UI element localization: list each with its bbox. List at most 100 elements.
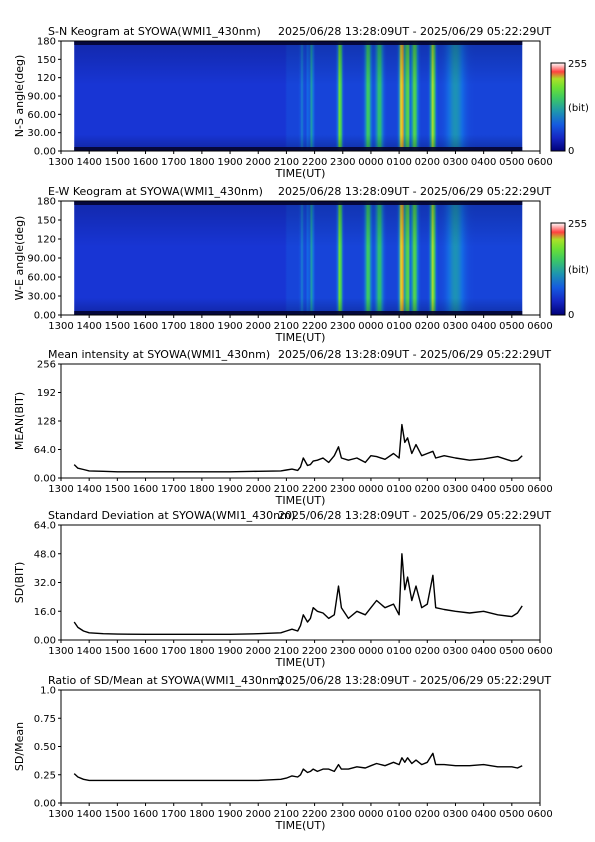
y-tick-label: 128 bbox=[37, 417, 56, 428]
panel-time-range: 2025/06/28 13:28:09UT - 2025/06/29 05:22… bbox=[278, 674, 551, 687]
x-tick-label: 0600 bbox=[527, 321, 552, 332]
x-tick-label: 0000 bbox=[358, 321, 383, 332]
panel-title: Ratio of SD/Mean at SYOWA(WMI1_430nm) bbox=[48, 674, 284, 687]
panel-title: Mean intensity at SYOWA(WMI1_430nm) bbox=[48, 348, 270, 361]
x-tick-label: 1400 bbox=[76, 646, 101, 657]
plot-frame bbox=[60, 524, 541, 641]
y-tick-label: 180 bbox=[37, 197, 56, 208]
plot-area bbox=[61, 364, 540, 478]
x-tick-label: 0000 bbox=[358, 484, 383, 495]
panel-time-range: 2025/06/28 13:28:09UT - 2025/06/29 05:22… bbox=[278, 509, 551, 522]
x-tick-label: 1700 bbox=[161, 321, 186, 332]
x-tick-label: 1300 bbox=[48, 484, 73, 495]
x-axis-label: TIME(UT) bbox=[275, 331, 326, 344]
x-tick-label: 1300 bbox=[48, 809, 73, 820]
colorbar-unit-label: (bit) bbox=[568, 103, 589, 114]
panel-time-range: 2025/06/28 13:28:09UT - 2025/06/29 05:22… bbox=[278, 348, 551, 361]
x-tick-label: 1900 bbox=[217, 646, 242, 657]
y-tick-label: 60.00 bbox=[27, 110, 56, 121]
x-tick-label: 0500 bbox=[499, 321, 524, 332]
keogram-shade bbox=[74, 41, 523, 151]
x-tick-label: 0100 bbox=[386, 484, 411, 495]
x-axis-label: TIME(UT) bbox=[275, 167, 326, 180]
panel-time-range: 2025/06/28 13:28:09UT - 2025/06/29 05:22… bbox=[278, 25, 551, 38]
y-tick-label: 0.00 bbox=[34, 636, 56, 647]
y-tick-label: 90.00 bbox=[27, 254, 56, 265]
x-tick-label: 2000 bbox=[246, 809, 271, 820]
x-tick-label: 0200 bbox=[415, 321, 440, 332]
x-tick-label: 1600 bbox=[133, 809, 158, 820]
x-tick-label: 1500 bbox=[105, 157, 130, 168]
x-tick-label: 1600 bbox=[133, 321, 158, 332]
y-tick-label: 256 bbox=[37, 360, 56, 371]
panel-title: Standard Deviation at SYOWA(WMI1_430nm) bbox=[48, 509, 295, 522]
x-tick-label: 1400 bbox=[76, 809, 101, 820]
y-axis-label: N-S angle(deg) bbox=[13, 55, 26, 138]
y-tick-label: 120 bbox=[37, 235, 56, 246]
x-tick-label: 1500 bbox=[105, 321, 130, 332]
keogram-shade bbox=[74, 201, 523, 315]
x-axis-label: TIME(UT) bbox=[275, 819, 326, 832]
x-tick-label: 1400 bbox=[76, 321, 101, 332]
x-tick-label: 0600 bbox=[527, 809, 552, 820]
y-tick-label: 120 bbox=[37, 73, 56, 84]
x-axis-label: TIME(UT) bbox=[275, 656, 326, 669]
panel-title: E-W Keogram at SYOWA(WMI1_430nm) bbox=[48, 185, 263, 198]
x-tick-label: 1800 bbox=[189, 157, 214, 168]
x-tick-label: 1800 bbox=[189, 646, 214, 657]
colorbar-max-label: 255 bbox=[568, 219, 587, 230]
x-tick-label: 0400 bbox=[471, 484, 496, 495]
y-tick-label: 0.75 bbox=[34, 714, 56, 725]
x-tick-label: 0300 bbox=[443, 484, 468, 495]
y-tick-label: 0.00 bbox=[34, 311, 56, 322]
panel-3: Mean intensity at SYOWA(WMI1_430nm) 2025/… bbox=[13, 348, 553, 507]
x-tick-label: 0000 bbox=[358, 157, 383, 168]
y-tick-label: 0.00 bbox=[34, 474, 56, 485]
plot-area bbox=[61, 690, 540, 803]
x-tick-label: 1900 bbox=[217, 157, 242, 168]
x-tick-label: 0000 bbox=[358, 646, 383, 657]
x-tick-label: 1300 bbox=[48, 646, 73, 657]
y-tick-label: 48.0 bbox=[34, 549, 56, 560]
x-tick-label: 1300 bbox=[48, 157, 73, 168]
y-tick-label: 64.0 bbox=[34, 521, 56, 532]
colorbar-min-label: 0 bbox=[568, 146, 574, 157]
x-tick-label: 0300 bbox=[443, 646, 468, 657]
x-tick-label: 2200 bbox=[302, 646, 327, 657]
y-axis-label: W-E angle(deg) bbox=[13, 216, 26, 301]
x-tick-label: 0200 bbox=[415, 484, 440, 495]
x-tick-label: 2300 bbox=[330, 321, 355, 332]
x-tick-label: 1700 bbox=[161, 484, 186, 495]
x-tick-label: 1900 bbox=[217, 321, 242, 332]
x-tick-label: 2000 bbox=[246, 646, 271, 657]
x-tick-label: 0200 bbox=[415, 809, 440, 820]
x-tick-label: 1800 bbox=[189, 809, 214, 820]
x-tick-label: 2200 bbox=[302, 484, 327, 495]
panel-time-range: 2025/06/28 13:28:09UT - 2025/06/29 05:22… bbox=[278, 185, 551, 198]
x-tick-label: 0400 bbox=[471, 321, 496, 332]
series-line bbox=[73, 423, 523, 473]
x-tick-label: 2200 bbox=[302, 321, 327, 332]
panel-title: S-N Keogram at SYOWA(WMI1_430nm) bbox=[48, 25, 261, 38]
x-tick-label: 0100 bbox=[386, 321, 411, 332]
x-tick-label: 0300 bbox=[443, 321, 468, 332]
plot-frame bbox=[60, 200, 541, 316]
y-axis-label: SD(BIT) bbox=[13, 562, 26, 604]
y-tick-label: 32.0 bbox=[34, 578, 56, 589]
y-tick-label: 90.00 bbox=[27, 92, 56, 103]
x-tick-label: 1400 bbox=[76, 484, 101, 495]
y-tick-label: 150 bbox=[37, 55, 56, 66]
x-tick-label: 2000 bbox=[246, 484, 271, 495]
x-tick-label: 2300 bbox=[330, 484, 355, 495]
y-tick-label: 0.50 bbox=[34, 742, 56, 753]
x-tick-label: 0500 bbox=[499, 484, 524, 495]
colorbar bbox=[550, 222, 566, 316]
x-tick-label: 2000 bbox=[246, 157, 271, 168]
x-tick-label: 0400 bbox=[471, 646, 496, 657]
x-tick-label: 1500 bbox=[105, 646, 130, 657]
x-tick-label: 1400 bbox=[76, 157, 101, 168]
y-tick-label: 0.00 bbox=[34, 147, 56, 158]
y-tick-label: 64.0 bbox=[34, 445, 56, 456]
x-tick-label: 2200 bbox=[302, 157, 327, 168]
x-tick-label: 2300 bbox=[330, 809, 355, 820]
